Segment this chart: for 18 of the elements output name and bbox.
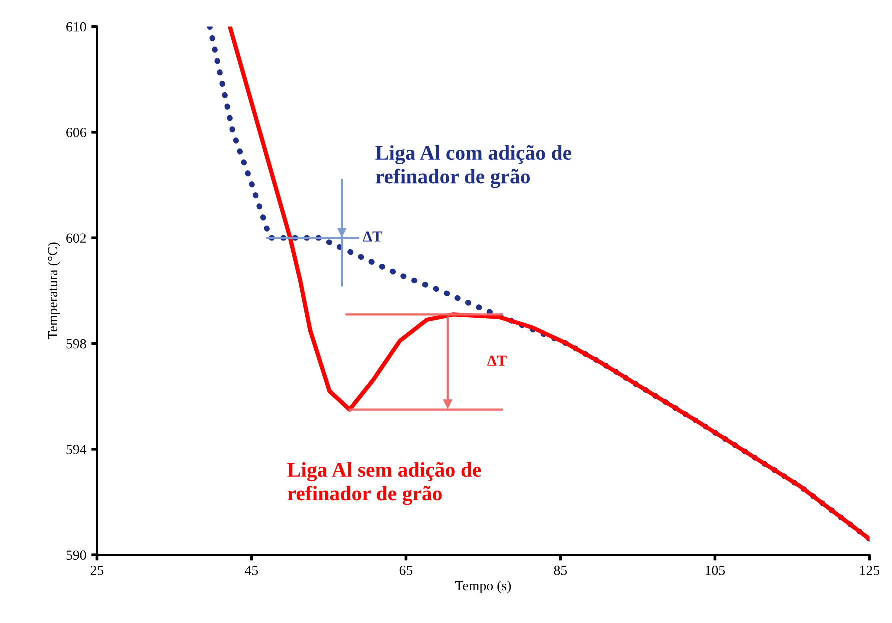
x-tick-label: 85 bbox=[554, 566, 568, 576]
x-tick-label: 25 bbox=[90, 566, 104, 576]
y-tick-label: 590 bbox=[66, 550, 86, 560]
y-tick-label: 610 bbox=[66, 22, 86, 32]
y-tick-label: 594 bbox=[66, 445, 87, 454]
x-tick-label: 45 bbox=[245, 566, 258, 576]
x-tick-label: 125 bbox=[860, 566, 880, 576]
y-tick-label: 602 bbox=[66, 234, 86, 244]
annotation: ΔT bbox=[363, 232, 382, 242]
y-tick-label: 598 bbox=[66, 339, 86, 349]
x-tick-label: 105 bbox=[706, 566, 726, 576]
x-tick-label: 65 bbox=[400, 566, 413, 576]
annotation: ΔT bbox=[488, 356, 507, 366]
y-tick-label: 606 bbox=[66, 128, 86, 138]
annotation: Liga Al com adição de refinador de grão bbox=[376, 145, 572, 188]
y-axis-title: Temperatura (°C) bbox=[48, 242, 60, 340]
x-axis-title: Tempo (s) bbox=[455, 580, 512, 594]
annotation: Liga Al sem adição de refinador de grão bbox=[288, 462, 482, 506]
